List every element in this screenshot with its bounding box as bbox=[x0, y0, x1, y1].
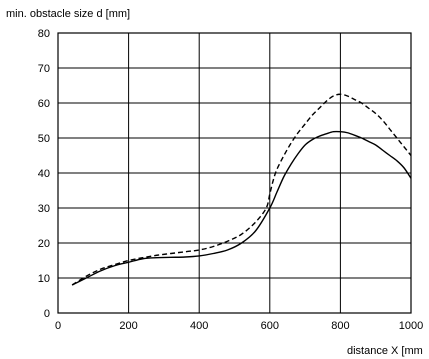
y-tick-labels: 0 10 20 30 40 50 60 70 80 bbox=[38, 28, 50, 320]
series-line-dashed bbox=[71, 93, 412, 286]
series-layer bbox=[71, 93, 412, 286]
y-axis-title: min. obstacle size d [mm] bbox=[6, 8, 130, 20]
x-axis-title: distance X [mm bbox=[347, 345, 423, 357]
y-tick-label: 0 bbox=[44, 308, 50, 320]
y-tick-label: 40 bbox=[38, 168, 50, 180]
plot-border bbox=[57, 32, 412, 314]
x-tick-label: 0 bbox=[55, 320, 61, 332]
y-tick-label: 10 bbox=[38, 273, 50, 285]
y-tick-label: 70 bbox=[38, 63, 50, 75]
x-tick-label: 1000 bbox=[399, 320, 423, 332]
x-tick-label: 400 bbox=[190, 320, 208, 332]
x-tick-label: 200 bbox=[119, 320, 137, 332]
y-tick-label: 50 bbox=[38, 133, 50, 145]
x-tick-label: 600 bbox=[261, 320, 279, 332]
y-tick-label: 30 bbox=[38, 203, 50, 215]
plot-frame bbox=[57, 32, 412, 314]
y-tick-label: 60 bbox=[38, 98, 50, 110]
x-tick-label: 800 bbox=[331, 320, 349, 332]
series-line-solid bbox=[71, 130, 412, 286]
y-tick-label: 20 bbox=[38, 238, 50, 250]
grid bbox=[57, 32, 412, 314]
y-tick-label: 80 bbox=[38, 28, 50, 40]
x-tick-labels: 0 200 400 600 800 1000 bbox=[55, 320, 423, 332]
